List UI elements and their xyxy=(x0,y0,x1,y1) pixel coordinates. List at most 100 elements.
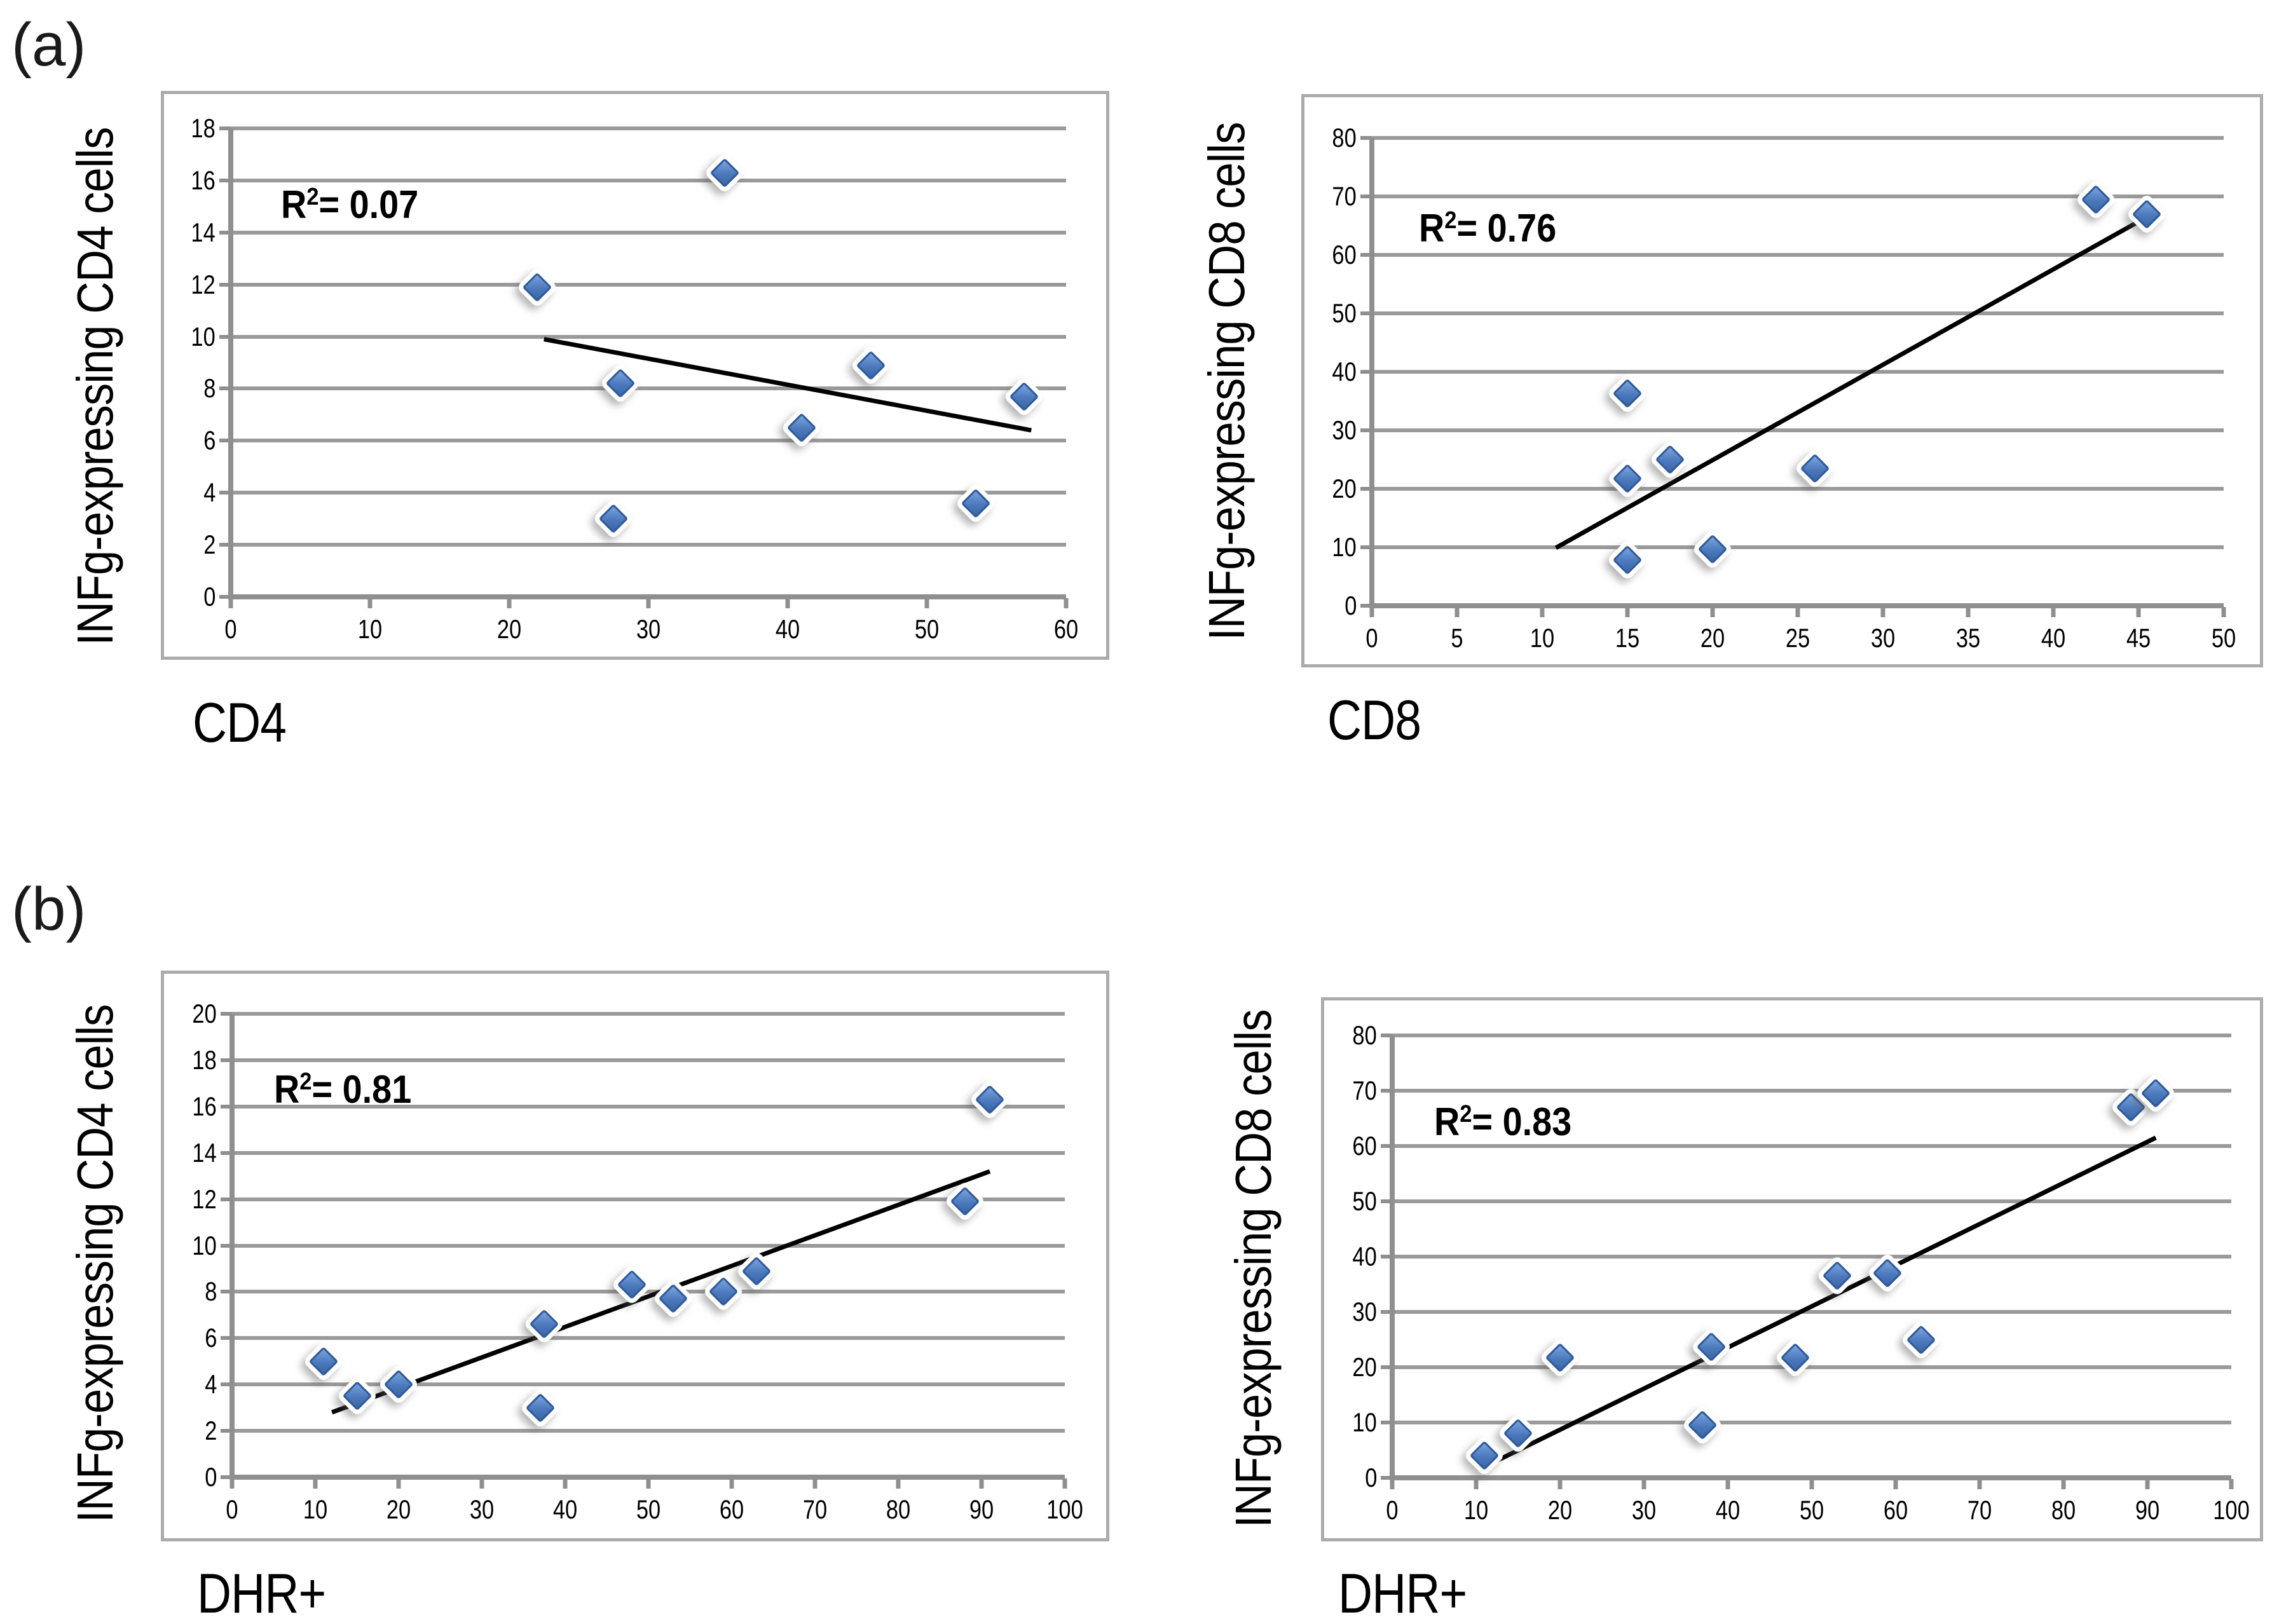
gridline xyxy=(1372,253,2224,257)
x-tick-label: 30 xyxy=(1870,623,1896,653)
y-axis-tick xyxy=(219,491,231,495)
gridline xyxy=(232,1197,1065,1201)
y-axis-tick xyxy=(221,1336,232,1341)
gridline xyxy=(232,1104,1065,1109)
x-tick-label: 30 xyxy=(1631,1495,1657,1525)
plot-area: R2= 0.83 0 10 20 30 40 50 60 70 80 0 10 20 30 40 50 60 7… xyxy=(1353,1022,2250,1524)
y-tick-label: 0 xyxy=(1364,1463,1377,1492)
x-axis-tick xyxy=(1966,607,1971,617)
r-squared-exponent: 2 xyxy=(306,182,319,210)
x-axis-tick xyxy=(1062,1478,1067,1489)
y-axis-tick xyxy=(1360,487,1372,491)
x-axis-tick xyxy=(1641,1479,1646,1489)
x-axis-tick xyxy=(1710,607,1715,617)
x-tick-label: 70 xyxy=(802,1494,828,1524)
y-tick-label: 20 xyxy=(1352,1352,1377,1382)
gridline xyxy=(1372,545,2224,549)
y-tick-label: 20 xyxy=(1332,474,1357,503)
x-axis-tick xyxy=(1625,607,1630,617)
y-tick-label: 10 xyxy=(192,1230,217,1260)
gridline xyxy=(231,334,1066,339)
x-axis-title: CD8 xyxy=(1327,688,1421,751)
x-axis-tick xyxy=(2221,607,2226,617)
gridline xyxy=(231,439,1066,443)
y-axis-title: INFg-expressing CD8 cells xyxy=(1225,1009,1282,1528)
plot-box: R2= 0.07 0 2 4 6 8 10 12 14 16 18 0 10 20 30 40 50 60 xyxy=(161,91,1109,660)
y-tick-label: 40 xyxy=(1332,357,1357,386)
y-axis-tick xyxy=(221,1429,232,1433)
y-axis-line xyxy=(228,128,233,597)
r-squared-exponent: 2 xyxy=(1444,206,1457,234)
x-tick-label: 50 xyxy=(1799,1495,1824,1525)
y-axis-tick xyxy=(1360,194,1372,198)
x-tick-label: 10 xyxy=(1530,623,1555,653)
x-tick-label: 70 xyxy=(1967,1495,1992,1525)
y-axis-tick xyxy=(221,1475,232,1479)
trendline-layer xyxy=(1372,138,2224,606)
gridline xyxy=(231,491,1066,495)
gridline xyxy=(1392,1365,2231,1369)
x-tick-label: 10 xyxy=(1463,1495,1489,1525)
x-tick-label: 80 xyxy=(2051,1495,2076,1525)
y-axis-tick xyxy=(221,1150,232,1155)
y-axis-tick xyxy=(221,1104,232,1109)
x-axis-line xyxy=(1390,1475,2231,1480)
y-tick-label: 80 xyxy=(1352,1020,1377,1050)
x-tick-label: 100 xyxy=(1046,1494,1083,1524)
gridline xyxy=(231,386,1066,391)
r-squared-label: R2= 0.83 xyxy=(1434,1100,1571,1145)
y-tick-label: 40 xyxy=(1352,1241,1377,1271)
y-tick-label: 14 xyxy=(192,1137,217,1168)
gridline xyxy=(232,1290,1065,1294)
y-axis-tick xyxy=(1360,370,1372,374)
x-axis-tick xyxy=(2145,1479,2150,1489)
y-axis-tick xyxy=(221,1197,232,1201)
x-axis-tick xyxy=(2136,607,2141,617)
x-axis-tick xyxy=(785,598,790,608)
y-tick-label: 50 xyxy=(1352,1186,1377,1216)
y-axis-tick xyxy=(1360,253,1372,257)
x-tick-label: 100 xyxy=(2213,1495,2250,1525)
r-squared-value: = 0.76 xyxy=(1456,206,1556,250)
y-axis-tick xyxy=(1381,1310,1392,1314)
plot-box: R2= 0.81 0 2 4 6 8 10 12 14 16 18 20 0 10 20 30 40 50 60 7… xyxy=(161,971,1109,1541)
x-axis-tick xyxy=(229,1478,235,1489)
y-tick-label: 10 xyxy=(1352,1407,1377,1437)
r-squared-value: = 0.07 xyxy=(318,182,419,227)
y-tick-label: 0 xyxy=(204,1462,217,1492)
x-axis-line xyxy=(1369,603,2224,608)
x-axis-tick xyxy=(646,598,651,608)
r-squared-base: R xyxy=(273,1067,299,1112)
x-axis-tick xyxy=(1880,607,1885,617)
x-axis-tick xyxy=(812,1478,818,1489)
x-tick-label: 10 xyxy=(303,1494,328,1524)
x-axis-line xyxy=(228,594,1066,599)
y-axis-tick xyxy=(1360,428,1372,432)
r-squared-value: = 0.81 xyxy=(311,1067,411,1112)
y-axis-title: INFg-expressing CD8 cells xyxy=(1198,122,1255,641)
x-axis-tick xyxy=(313,1478,318,1489)
x-tick-label: 50 xyxy=(914,614,940,644)
gridline xyxy=(1392,1421,2231,1424)
x-tick-label: 0 xyxy=(224,614,237,644)
x-axis-tick xyxy=(1557,1479,1563,1489)
y-axis-tick xyxy=(219,543,231,547)
y-tick-label: 50 xyxy=(1332,298,1357,328)
x-axis-tick xyxy=(1809,1479,1814,1489)
x-axis-tick xyxy=(2051,607,2056,617)
y-axis-tick xyxy=(221,1243,232,1248)
plot-area: R2= 0.76 0 10 20 30 40 50 60 70 80 0 5 10 15 20 25 30 35… xyxy=(1332,125,2236,652)
gridline xyxy=(1392,1089,2231,1093)
y-tick-label: 70 xyxy=(1352,1075,1377,1105)
r-squared-base: R xyxy=(280,182,307,227)
gridline xyxy=(1392,1034,2231,1037)
y-axis-tick xyxy=(1360,136,1372,140)
x-axis-tick xyxy=(1977,1479,1982,1489)
x-tick-label: 60 xyxy=(1053,614,1079,644)
x-tick-label: 0 xyxy=(1386,1495,1399,1525)
gridline xyxy=(232,1243,1065,1248)
gridline xyxy=(231,282,1066,287)
y-tick-label: 30 xyxy=(1332,415,1357,445)
y-axis-tick xyxy=(219,334,231,339)
